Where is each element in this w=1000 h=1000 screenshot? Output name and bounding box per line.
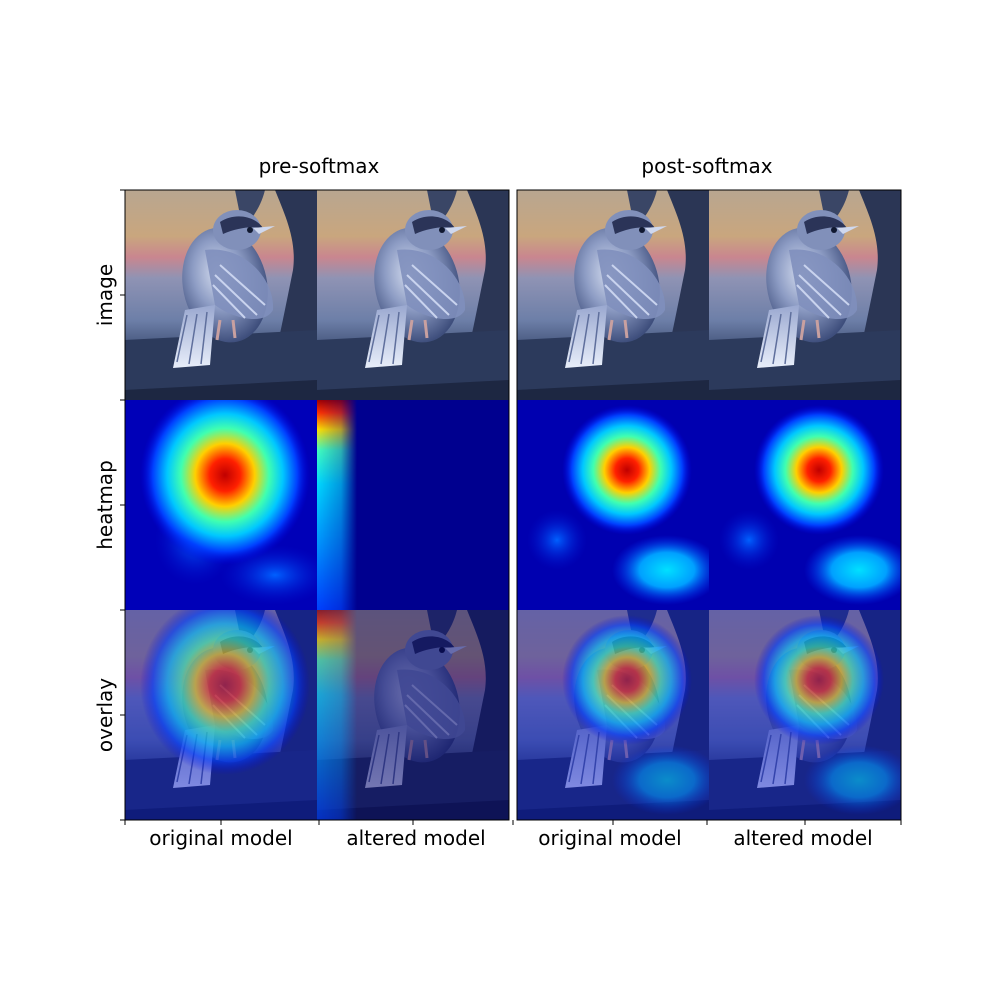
panel-post-softmax [515, 188, 903, 821]
column-label-pre-original: original model [149, 826, 292, 850]
tick-marks [120, 189, 902, 825]
column-label-pre-altered: altered model [346, 826, 485, 850]
overlay-post-softmax-original [517, 610, 709, 820]
panel-pre-softmax [123, 188, 511, 821]
heatmap-pre-softmax-altered [317, 400, 509, 610]
image-pre-softmax-altered [315, 188, 511, 402]
overlay-post-softmax-altered [709, 610, 901, 820]
panel-title-pre-softmax: pre-softmax [259, 154, 380, 178]
overlay-pre-softmax-original [125, 610, 317, 820]
row-label-image: image [93, 264, 117, 326]
image-post-softmax-original [515, 188, 711, 402]
row-label-heatmap: heatmap [93, 460, 117, 550]
column-label-post-original: original model [538, 826, 681, 850]
heatmap-post-softmax-altered [709, 400, 901, 610]
heatmap-pre-softmax-original [125, 400, 317, 610]
panel-title-post-softmax: post-softmax [641, 154, 772, 178]
column-label-post-altered: altered model [733, 826, 872, 850]
overlay-pre-softmax-altered [317, 610, 509, 820]
row-label-overlay: overlay [93, 678, 117, 752]
image-pre-softmax-original [123, 188, 319, 402]
image-post-softmax-altered [707, 188, 903, 402]
heatmap-post-softmax-original [517, 400, 709, 610]
axes-frame-post-softmax [516, 189, 902, 821]
